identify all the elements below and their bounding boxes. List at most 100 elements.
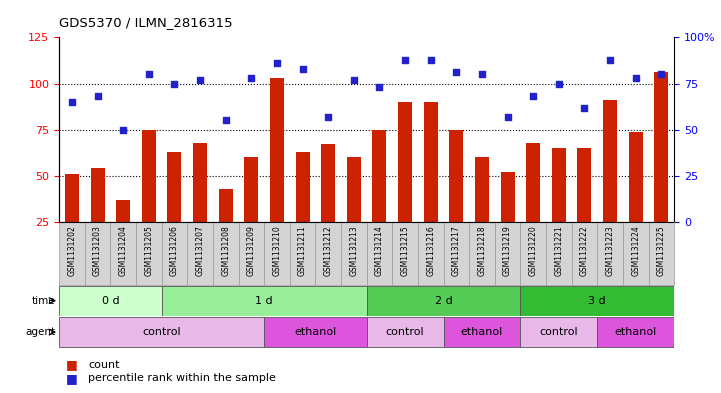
- FancyBboxPatch shape: [162, 286, 367, 316]
- Text: control: control: [142, 327, 181, 337]
- Bar: [142, 130, 156, 222]
- Text: GSM1131225: GSM1131225: [657, 225, 665, 276]
- Point: [220, 117, 231, 123]
- Text: ■: ■: [66, 371, 78, 385]
- Point: [194, 77, 205, 83]
- Text: GSM1131215: GSM1131215: [401, 225, 410, 276]
- Point: [528, 93, 539, 99]
- FancyBboxPatch shape: [521, 317, 597, 347]
- Point: [373, 84, 385, 90]
- Text: GSM1131208: GSM1131208: [221, 225, 230, 276]
- FancyBboxPatch shape: [546, 222, 572, 285]
- Bar: [116, 200, 131, 222]
- FancyBboxPatch shape: [264, 222, 290, 285]
- Text: GSM1131212: GSM1131212: [324, 225, 332, 276]
- FancyBboxPatch shape: [187, 222, 213, 285]
- FancyBboxPatch shape: [59, 317, 264, 347]
- Bar: [244, 157, 258, 222]
- Text: GDS5370 / ILMN_2816315: GDS5370 / ILMN_2816315: [59, 16, 233, 29]
- Point: [425, 56, 436, 62]
- Bar: [193, 143, 207, 222]
- FancyBboxPatch shape: [495, 222, 521, 285]
- Point: [476, 71, 487, 77]
- Bar: [424, 102, 438, 222]
- FancyBboxPatch shape: [239, 222, 264, 285]
- Bar: [347, 157, 361, 222]
- FancyBboxPatch shape: [59, 286, 162, 316]
- Text: count: count: [88, 360, 120, 370]
- FancyBboxPatch shape: [85, 222, 110, 285]
- Bar: [629, 132, 642, 222]
- Bar: [500, 172, 515, 222]
- Bar: [321, 145, 335, 222]
- Point: [169, 80, 180, 86]
- Text: GSM1131218: GSM1131218: [477, 225, 487, 276]
- Bar: [603, 100, 617, 222]
- Text: GSM1131217: GSM1131217: [452, 225, 461, 276]
- Text: GSM1131223: GSM1131223: [606, 225, 614, 276]
- Text: 0 d: 0 d: [102, 296, 119, 306]
- Point: [118, 127, 129, 133]
- Bar: [167, 152, 182, 222]
- Point: [451, 69, 462, 75]
- Bar: [475, 157, 489, 222]
- Point: [348, 77, 360, 83]
- Bar: [526, 143, 540, 222]
- Text: agent: agent: [25, 327, 56, 337]
- Point: [630, 75, 642, 81]
- FancyBboxPatch shape: [418, 222, 443, 285]
- Bar: [578, 148, 591, 222]
- Point: [246, 75, 257, 81]
- Bar: [654, 72, 668, 222]
- Text: control: control: [386, 327, 425, 337]
- FancyBboxPatch shape: [290, 222, 315, 285]
- FancyBboxPatch shape: [367, 286, 521, 316]
- Point: [92, 93, 103, 99]
- Text: 1 d: 1 d: [255, 296, 273, 306]
- FancyBboxPatch shape: [341, 222, 367, 285]
- FancyBboxPatch shape: [110, 222, 136, 285]
- Point: [66, 99, 78, 105]
- Point: [399, 56, 411, 62]
- FancyBboxPatch shape: [648, 222, 674, 285]
- Text: GSM1131221: GSM1131221: [554, 225, 563, 276]
- Text: GSM1131207: GSM1131207: [195, 225, 205, 276]
- FancyBboxPatch shape: [136, 222, 162, 285]
- Text: GSM1131203: GSM1131203: [93, 225, 102, 276]
- Bar: [270, 78, 284, 222]
- Point: [297, 66, 309, 72]
- Text: GSM1131219: GSM1131219: [503, 225, 512, 276]
- FancyBboxPatch shape: [623, 222, 648, 285]
- Text: GSM1131210: GSM1131210: [273, 225, 281, 276]
- FancyBboxPatch shape: [367, 222, 392, 285]
- Text: GSM1131224: GSM1131224: [631, 225, 640, 276]
- Text: GSM1131209: GSM1131209: [247, 225, 256, 276]
- Text: GSM1131220: GSM1131220: [528, 225, 538, 276]
- Bar: [552, 148, 566, 222]
- Text: GSM1131205: GSM1131205: [144, 225, 154, 276]
- Text: time: time: [32, 296, 56, 306]
- FancyBboxPatch shape: [521, 222, 546, 285]
- FancyBboxPatch shape: [315, 222, 341, 285]
- Text: ethanol: ethanol: [294, 327, 337, 337]
- Bar: [65, 174, 79, 222]
- Point: [579, 105, 590, 111]
- Point: [553, 80, 565, 86]
- Text: 2 d: 2 d: [435, 296, 452, 306]
- Point: [322, 114, 334, 120]
- Point: [604, 56, 616, 62]
- FancyBboxPatch shape: [443, 222, 469, 285]
- Text: GSM1131216: GSM1131216: [426, 225, 435, 276]
- Bar: [449, 130, 464, 222]
- Point: [143, 71, 154, 77]
- Text: 3 d: 3 d: [588, 296, 606, 306]
- FancyBboxPatch shape: [597, 317, 674, 347]
- Text: percentile rank within the sample: percentile rank within the sample: [88, 373, 276, 383]
- FancyBboxPatch shape: [469, 222, 495, 285]
- Text: GSM1131211: GSM1131211: [298, 225, 307, 276]
- FancyBboxPatch shape: [521, 286, 674, 316]
- Bar: [398, 102, 412, 222]
- FancyBboxPatch shape: [572, 222, 597, 285]
- Bar: [218, 189, 233, 222]
- FancyBboxPatch shape: [367, 317, 443, 347]
